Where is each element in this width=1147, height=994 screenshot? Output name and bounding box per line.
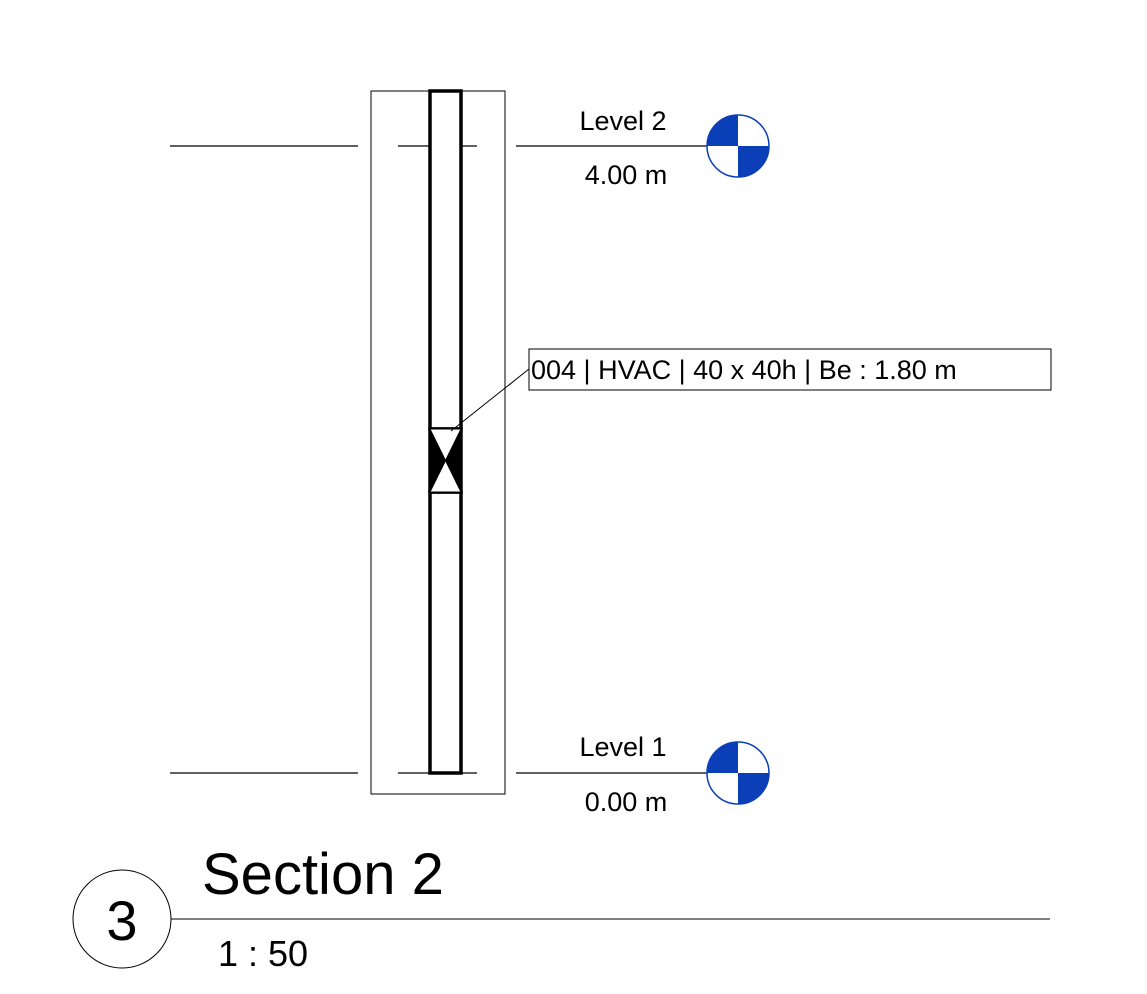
- tag-box[interactable]: [528, 348, 1052, 391]
- level-1-elevation[interactable]: 0.00 m: [585, 787, 668, 817]
- duct-lower[interactable]: [428, 490, 463, 775]
- level-1-name[interactable]: Level 1: [579, 732, 666, 762]
- view-number: 3: [106, 889, 137, 952]
- view-title[interactable]: 3 Section 2 1 : 50: [72, 842, 1050, 974]
- tag-leader: [450, 368, 530, 432]
- level-2-head-icon[interactable]: [706, 114, 770, 178]
- view-name: Section 2: [202, 842, 444, 907]
- damper-symbol[interactable]: [428, 427, 463, 494]
- tag-text: 004 | HVAC | 40 x 40h | Be : 1.80 m: [531, 355, 957, 385]
- view-scale: 1 : 50: [218, 933, 308, 974]
- duct-upper[interactable]: [428, 89, 463, 431]
- level-1-head-icon[interactable]: [706, 741, 770, 805]
- level-2-elevation[interactable]: 4.00 m: [585, 160, 668, 190]
- level-2-name[interactable]: Level 2: [579, 106, 666, 136]
